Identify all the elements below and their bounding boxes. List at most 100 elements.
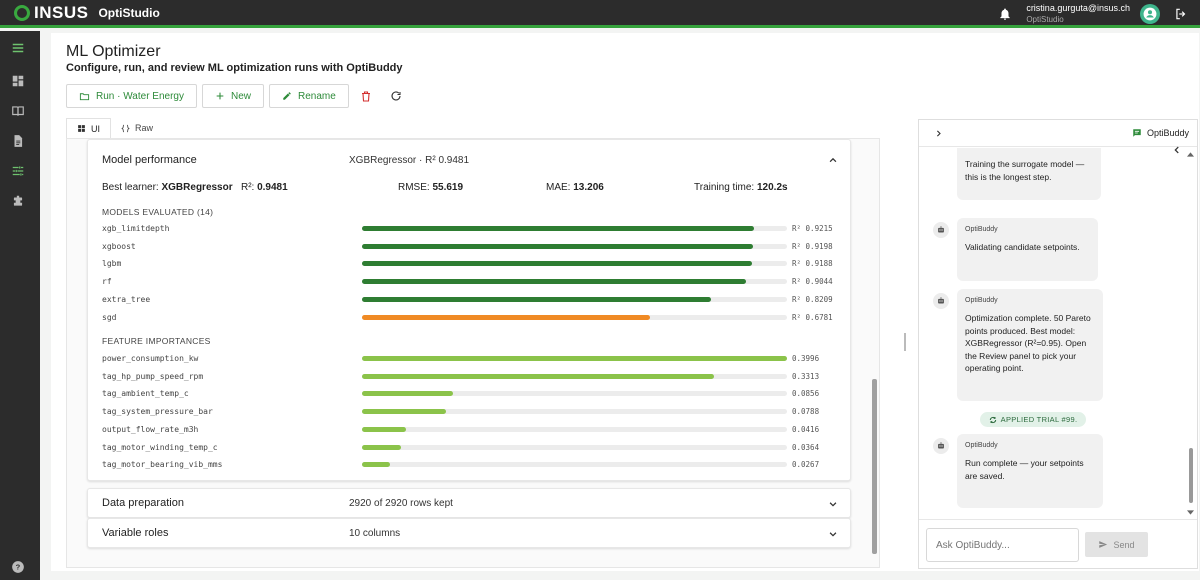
logout-icon[interactable] <box>1174 7 1188 21</box>
chevron-up-icon[interactable] <box>828 155 838 165</box>
avatar[interactable] <box>1140 4 1160 24</box>
training-time-label: Training time: <box>694 182 755 193</box>
rmse-label: RMSE: <box>398 182 430 193</box>
new-label: New <box>231 90 252 102</box>
plus-icon <box>216 92 224 100</box>
refresh-button[interactable] <box>384 84 408 108</box>
plugin-icon[interactable] <box>11 194 25 208</box>
grid-icon <box>78 125 85 132</box>
chat-input[interactable] <box>926 528 1079 562</box>
send-label: Send <box>1113 539 1135 550</box>
feature-importance-value: 0.0416 <box>792 424 820 434</box>
logo-text: INSUS <box>34 2 89 22</box>
chat-message-sender: OptiBuddy <box>965 226 998 233</box>
feature-name: tag_motor_bearing_vib_mms <box>102 460 223 470</box>
feature-importance-value: 0.3996 <box>792 354 820 363</box>
feature-name: tag_system_pressure_bar <box>102 407 213 417</box>
refresh-icon <box>391 91 401 101</box>
feature-importance-bar <box>362 373 787 379</box>
model-score-value: R² 0.6781 <box>792 312 833 322</box>
new-button[interactable]: New <box>202 84 265 108</box>
feature-importance-bar <box>362 462 787 468</box>
feature-importance-bar <box>362 426 787 432</box>
insus-logo[interactable]: INSUS <box>14 3 88 23</box>
model-score-bar-fill <box>362 226 754 231</box>
view-tabs: UI Raw <box>66 118 880 138</box>
scroll-up-icon[interactable] <box>1187 152 1194 157</box>
folder-icon <box>79 92 90 100</box>
panel-scrollbar-thumb[interactable] <box>872 379 877 554</box>
braces-icon <box>121 124 130 132</box>
chat-message-text: Run complete — your setpoints are saved. <box>965 458 1084 481</box>
mae-label: MAE: <box>546 182 571 193</box>
feature-importance-bar-fill <box>362 373 715 379</box>
feature-importance-bar <box>362 391 787 397</box>
feature-importance-bar <box>362 444 787 450</box>
chevron-down-icon[interactable] <box>828 529 838 539</box>
bot-avatar-icon <box>933 293 949 309</box>
data-preparation-summary: 2920 of 2920 rows kept <box>349 498 453 509</box>
feature-importance-value: 0.0364 <box>792 442 820 452</box>
logo-ring-icon <box>14 4 30 21</box>
rmse-metric: RMSE: 55.619 <box>398 182 463 193</box>
book-icon[interactable] <box>11 104 25 118</box>
model-score-bar-fill <box>362 243 753 249</box>
model-score-value: R² 0.9215 <box>792 224 833 233</box>
chat-icon <box>1133 129 1141 137</box>
chat-message: OptiBuddy Validating candidate setpoints… <box>957 218 1098 281</box>
features-section-label: FEATURE IMPORTANCES <box>102 336 211 346</box>
model-score-value: R² 0.9188 <box>792 259 833 269</box>
scroll-down-icon[interactable] <box>1187 510 1194 515</box>
chat-scrollbar-thumb[interactable] <box>1189 448 1193 503</box>
mae-value: 13.206 <box>573 182 604 193</box>
feature-name: power_consumption_kw <box>102 354 199 363</box>
optibuddy-panel: OptiBuddy Training the surrogate model —… <box>918 119 1198 569</box>
variable-roles-title: Variable roles <box>102 527 169 539</box>
panel-resize-handle[interactable] <box>904 333 906 351</box>
rename-button[interactable]: Rename <box>269 84 349 108</box>
ui-panel: Model performance XGBRegressor · R² 0.94… <box>66 138 880 568</box>
model-performance-title[interactable]: Model performance <box>102 154 197 166</box>
page-subtitle: Configure, run, and review ML optimizati… <box>66 62 403 74</box>
toolbar: Run · Water Energy New Rename <box>66 84 414 108</box>
data-preparation-title: Data preparation <box>102 497 184 509</box>
r2-label: R²: <box>240 182 255 193</box>
data-preparation-card[interactable]: Data preparation 2920 of 2920 rows kept <box>87 488 851 518</box>
applied-trial-label: APPLIED TRIAL #99. <box>1000 415 1078 424</box>
app-name: OptiStudio <box>98 5 160 20</box>
run-select-button[interactable]: Run · Water Energy <box>66 84 197 108</box>
tab-raw[interactable]: Raw <box>111 118 163 138</box>
bot-avatar-icon <box>933 438 949 454</box>
main-area: ML Optimizer Configure, run, and review … <box>40 31 1200 580</box>
r2-value: 0.9481 <box>257 182 288 193</box>
dashboard-icon[interactable] <box>11 74 25 88</box>
chevron-left-icon[interactable] <box>1172 145 1182 155</box>
tune-icon[interactable] <box>11 164 25 178</box>
user-email: cristina.gurguta@insus.ch <box>1026 3 1130 13</box>
help-icon[interactable]: ? <box>11 560 25 574</box>
panel-scrollbar[interactable] <box>869 139 879 567</box>
menu-icon[interactable] <box>11 41 25 55</box>
top-bar: INSUS OptiStudio cristina.gurguta@insus.… <box>0 0 1200 28</box>
feature-importance-bar-fill <box>362 444 401 450</box>
model-score-bar <box>362 314 787 320</box>
document-icon[interactable] <box>11 134 25 148</box>
model-score-bar <box>362 243 787 249</box>
tab-raw-label: Raw <box>135 123 154 133</box>
chat-input-area: Send <box>919 519 1197 568</box>
chevron-down-icon[interactable] <box>828 499 838 509</box>
user-info[interactable]: cristina.gurguta@insus.ch OptiStudio <box>1026 3 1130 25</box>
tab-ui[interactable]: UI <box>66 118 111 138</box>
send-button[interactable]: Send <box>1085 532 1148 557</box>
model-name: xgb_limitdepth <box>102 224 170 233</box>
bell-icon[interactable] <box>998 7 1012 21</box>
feature-importance-value: 0.0788 <box>792 407 820 417</box>
feature-importance-value: 0.0856 <box>792 389 820 399</box>
chat-message: Training the surrogate model — this is t… <box>957 148 1101 200</box>
variable-roles-card[interactable]: Variable roles 10 columns <box>87 518 851 548</box>
chevron-right-icon[interactable] <box>934 129 943 138</box>
model-name: extra_tree <box>102 294 151 304</box>
model-score-value: R² 0.8209 <box>792 294 833 304</box>
delete-button[interactable] <box>354 84 378 108</box>
model-performance-summary: XGBRegressor · R² 0.9481 <box>349 155 470 166</box>
